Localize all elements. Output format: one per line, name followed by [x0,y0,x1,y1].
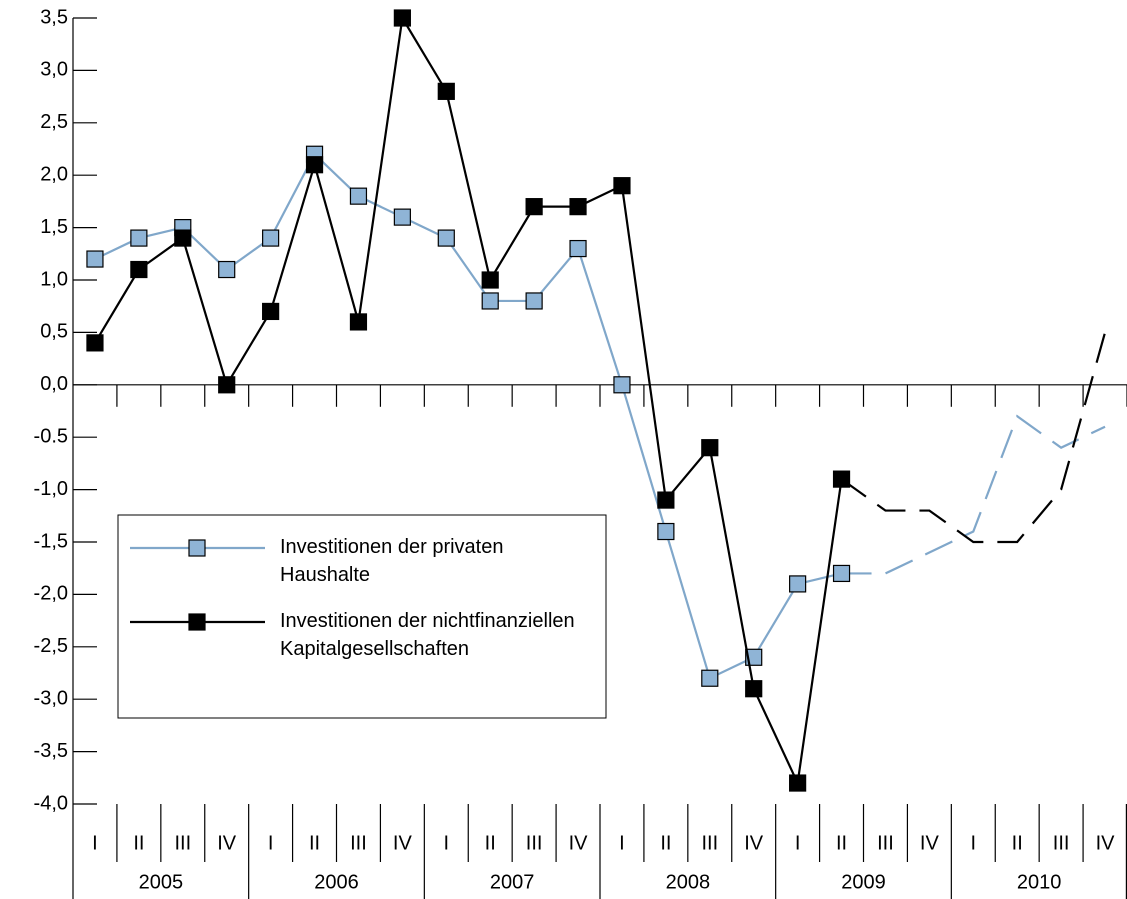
y-tick-label: 3,5 [40,6,68,28]
x-tick-label: III [1053,832,1070,854]
marker [789,774,807,792]
y-tick-label: -1,5 [34,530,68,552]
marker [569,198,587,216]
legend-label: Investitionen der privaten Haushalte [280,536,503,586]
x-tick-label: I [795,832,801,854]
marker [437,229,455,247]
x-tick-label: II [133,832,144,854]
year-label: 2009 [841,871,886,893]
marker [349,187,368,205]
y-tick-label: -0.5 [34,425,68,447]
year-label: 2006 [314,871,359,893]
year-label: 2007 [490,871,535,893]
marker [349,313,368,331]
x-tick-label: I [619,832,625,854]
marker [657,491,675,509]
x-tick-label: IV [920,832,940,854]
x-tick-label: II [836,832,847,854]
marker [789,575,807,593]
y-tick-label: -3,5 [34,740,68,762]
x-tick-label: II [660,832,671,854]
series [86,9,1107,792]
x-tick-label: IV [569,832,589,854]
marker [305,156,324,174]
forecast-line [841,414,1106,575]
marker [130,260,148,279]
y-tick-label: 1,0 [40,268,68,290]
y-tick-label: 2,5 [40,111,68,133]
marker [525,292,543,310]
marker [613,376,631,394]
year-label: 2005 [139,871,184,893]
x-tick-label: IV [1096,832,1116,854]
legend-marker [188,613,206,631]
y-tick-label: -1,0 [34,478,68,500]
x-tick-label: II [1012,832,1023,854]
marker [130,229,148,247]
marker [701,669,719,687]
x-tick-label: I [444,832,450,854]
marker [481,271,499,289]
x-tick-label: III [174,832,191,854]
y-tick-label: 3,0 [40,59,68,81]
marker [832,470,851,488]
x-tick-label: IV [744,832,764,854]
y-tick-label: -2,5 [34,635,68,657]
marker [86,250,104,268]
marker [262,229,280,247]
x-tick-label: I [971,832,977,854]
marker [832,564,851,583]
x-tick-label: II [309,832,320,854]
forecast-line [840,332,1107,544]
x-tick-label: III [350,832,367,854]
marker [745,680,763,698]
y-tick-label: 0,0 [40,373,68,395]
marker [262,302,280,321]
y-tick-label: -3,0 [34,687,68,709]
legend: Investitionen der privaten Haushalte Inves… [117,514,607,719]
marker [701,439,719,457]
x-tick-label: IV [217,832,237,854]
x-tick-label: III [877,832,894,854]
marker [174,229,192,247]
marker [218,260,236,279]
year-label: 2008 [666,871,711,893]
marker [525,198,543,216]
y-tick-label: -4,0 [34,792,68,814]
y-tick-label: 1,5 [40,216,68,238]
year-label: 2010 [1017,871,1062,893]
x-tick-label: I [92,832,98,854]
x-tick-label: IV [393,832,413,854]
legend-label: Investitionen der nichtfinanziellen Kapit… [280,610,575,660]
marker [393,208,411,226]
x-tick-label: I [268,832,274,854]
marker [218,376,236,394]
marker [393,9,411,27]
legend-marker [188,539,206,557]
x-tick-label: III [526,832,543,854]
marker [569,239,587,258]
y-tick-label: -2,0 [34,583,68,605]
marker [657,522,675,541]
marker [86,334,104,352]
marker [613,177,631,195]
y-tick-label: 0,5 [40,321,68,343]
marker [481,292,499,310]
series-line [94,14,843,787]
y-tick-label: 2,0 [40,163,68,185]
marker [437,82,455,100]
x-tick-label: III [701,832,718,854]
x-tick-label: II [485,832,496,854]
